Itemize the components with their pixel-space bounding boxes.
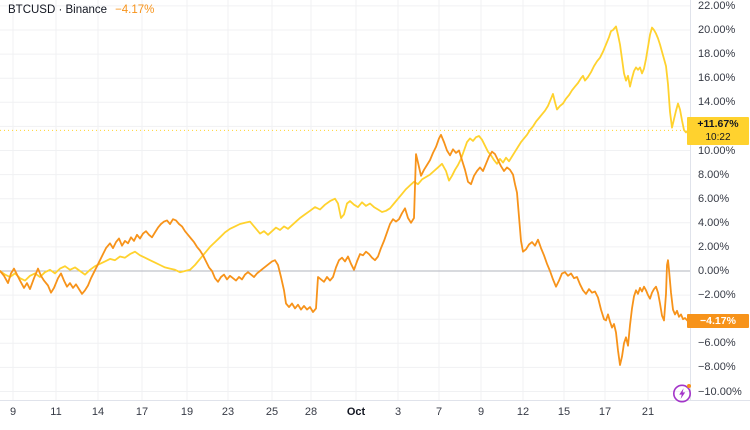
- y-axis-label: 22.00%: [698, 0, 736, 12]
- x-axis-label: 9: [477, 406, 485, 418]
- x-axis-label: 19: [180, 406, 194, 418]
- compare-change-label: +11.67%: [697, 117, 739, 130]
- symbol-change-value: −4.17%: [115, 4, 155, 16]
- x-axis-label: 21: [641, 406, 655, 418]
- x-axis-label: Oct: [346, 406, 366, 418]
- y-axis-label: 16.00%: [698, 72, 736, 85]
- x-axis-label: 17: [135, 406, 149, 418]
- y-axis-label: 20.00%: [698, 24, 736, 36]
- x-axis-label: 9: [9, 406, 17, 418]
- y-axis-label: 4.00%: [698, 216, 730, 229]
- y-axis-label: 2.00%: [698, 240, 730, 253]
- series-line-main: [0, 133, 689, 366]
- x-axis-label: 15: [557, 406, 571, 418]
- series-line-compare: [0, 25, 689, 282]
- x-axis-label: 14: [91, 406, 105, 418]
- x-axis-label: 28: [304, 406, 318, 418]
- x-axis-label: 3: [394, 406, 402, 418]
- x-axis-label: 12: [516, 406, 530, 418]
- x-axis-label: 11: [50, 406, 62, 418]
- main-change-label: −4.17%: [700, 314, 736, 327]
- chart-legend: BTCUSD · Binance −4.17%: [8, 4, 154, 16]
- x-axis-label: 7: [435, 406, 443, 418]
- compare-price-badge[interactable]: +11.67% 10:22: [687, 116, 749, 145]
- time-axis-border: [0, 400, 750, 401]
- y-axis-label: 18.00%: [698, 48, 736, 61]
- y-axis-label: 8.00%: [698, 168, 730, 181]
- y-axis-label: −6.00%: [698, 337, 736, 350]
- x-axis-label: 25: [265, 406, 279, 418]
- y-axis-label: −8.00%: [698, 361, 736, 374]
- flash-icon[interactable]: [671, 382, 693, 404]
- y-axis-label: −2.00%: [698, 289, 736, 302]
- y-axis-label: −10.00%: [698, 385, 742, 398]
- grid-lines-vertical: [12, 0, 649, 400]
- y-axis-label: 14.00%: [698, 96, 736, 109]
- y-axis-label: 10.00%: [698, 144, 736, 157]
- symbol-title[interactable]: BTCUSD · Binance: [8, 4, 108, 16]
- price-axis-border: [690, 0, 691, 400]
- x-axis-label: 23: [221, 406, 235, 418]
- y-axis-label: 0.00%: [698, 265, 730, 277]
- main-price-badge[interactable]: −4.17%: [687, 313, 749, 328]
- bar-countdown-label: 10:22: [705, 131, 731, 143]
- grid-lines-horizontal: [0, 5, 690, 392]
- y-axis-label: 6.00%: [698, 192, 730, 205]
- x-axis-label: 17: [598, 406, 612, 418]
